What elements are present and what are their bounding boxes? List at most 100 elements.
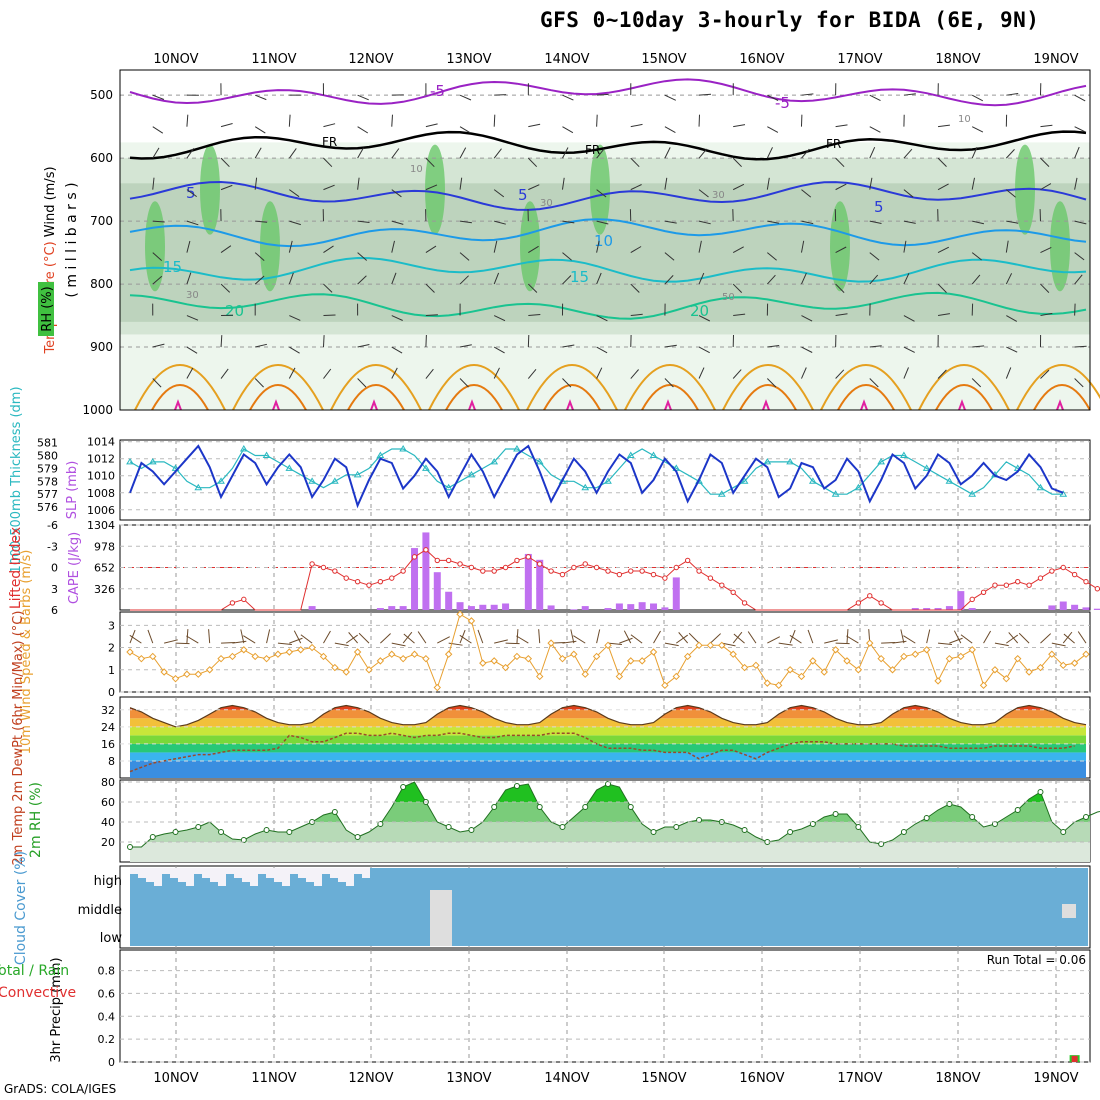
li-marker: [1071, 571, 1078, 578]
cape-bar: [638, 602, 646, 610]
wind-marker: [399, 654, 407, 663]
rh-marker: [582, 804, 589, 810]
cloud-gap: [362, 868, 370, 878]
li-marker: [571, 564, 577, 571]
rh-tick-label: 80: [101, 776, 115, 789]
wind-barb: [288, 114, 291, 127]
wind-marker: [604, 641, 612, 650]
wind-barb: [801, 367, 807, 379]
li-marker: [650, 571, 657, 578]
cape-bar: [934, 608, 942, 610]
wind-barb: [835, 369, 845, 379]
wind-barb: [357, 94, 369, 101]
cape-bar: [547, 605, 555, 610]
isotherm-line: [129, 218, 1087, 248]
li-marker: [514, 557, 520, 564]
pressure-tick-label: 900: [90, 340, 113, 354]
thickness-marker: [968, 490, 977, 497]
cloud-gap: [186, 868, 194, 886]
thickness-marker: [444, 483, 453, 491]
cape-bar: [388, 606, 396, 610]
wind-marker: [1070, 659, 1079, 667]
wind-barb: [937, 369, 947, 379]
wind-barb: [937, 283, 947, 293]
wind-barb: [596, 272, 602, 285]
date-tick-label-top: 10NOV: [153, 52, 198, 67]
cloud-gap: [162, 868, 170, 874]
cloud-gap: [354, 868, 362, 874]
cape-bar: [445, 591, 453, 610]
li-marker: [628, 568, 634, 574]
isotherm-line: [151, 384, 209, 411]
wind-barb: [288, 148, 297, 159]
wind-barb: [254, 126, 266, 134]
wind-barb: [493, 114, 496, 127]
cape-tick-label: 326: [94, 583, 115, 596]
wind-marker: [501, 663, 510, 672]
li-tick-label: 0: [51, 562, 58, 575]
thickness-tick-label: 578: [37, 475, 58, 488]
wind-barb: [1040, 312, 1053, 317]
wind-barb: [293, 630, 302, 644]
cloud-gap: [170, 868, 178, 878]
isotherm-line: [566, 399, 574, 411]
precip-tick-label: 0.6: [98, 987, 116, 1000]
wind-barb: [528, 184, 540, 191]
wind-barb: [835, 313, 848, 317]
li-marker: [320, 564, 327, 571]
wind-marker: [570, 650, 578, 658]
wind-marker: [410, 650, 419, 658]
wind-barb: [807, 629, 814, 644]
precip-tick-label: 0: [108, 1056, 115, 1069]
wind-barb: [801, 189, 812, 198]
rh-marker: [969, 814, 976, 820]
cloud-panel: high middle low Cloud Cover (%): [13, 851, 1091, 965]
li-marker: [662, 575, 668, 581]
rh-tick-label: 60: [101, 796, 115, 809]
wind-barb: [900, 629, 905, 644]
thickness-marker: [626, 451, 635, 458]
cloud-gap: [146, 868, 154, 882]
wind-barb: [678, 632, 689, 644]
temp-band: [130, 752, 1086, 761]
wind-barb: [147, 629, 154, 644]
cloud-gap: [282, 868, 290, 886]
rh-marker: [787, 829, 794, 835]
rh-marker: [650, 829, 657, 835]
pressure-tick-label: 700: [90, 214, 113, 228]
wind-barb: [1074, 252, 1085, 261]
wind-barb: [937, 642, 953, 646]
isotherm-line: [330, 364, 422, 411]
cloud-gap: [430, 890, 452, 946]
wind-barb: [869, 252, 880, 261]
li-marker: [559, 571, 566, 578]
li-marker: [377, 578, 384, 585]
li-marker: [525, 554, 532, 560]
wind-marker: [718, 641, 726, 650]
date-tick-label-bottom: 10NOV: [153, 1071, 198, 1086]
wind-barb: [1006, 93, 1019, 96]
wind-barb: [596, 367, 603, 379]
rh-marker: [627, 804, 634, 810]
wind-marker: [547, 639, 555, 647]
isotherm-line: [1016, 364, 1100, 411]
isotherm-line: [935, 384, 993, 411]
wind-barb: [801, 315, 813, 322]
wind-marker: [775, 681, 783, 690]
wind-marker: [205, 666, 214, 674]
wind-barb: [417, 631, 427, 644]
wind-marker: [513, 652, 521, 661]
run-total-label: Run Total = 0.06: [987, 953, 1086, 967]
li-marker: [1003, 582, 1010, 588]
rh-marker: [468, 827, 475, 833]
rh-band-fill: [130, 842, 1090, 862]
wind-barb: [129, 634, 142, 644]
li-marker: [423, 547, 429, 553]
wind-barb: [698, 220, 711, 225]
rh-marker: [923, 815, 930, 821]
cloud-gap: [266, 868, 274, 878]
wind-marker: [183, 670, 191, 678]
wind-marker: [740, 663, 749, 672]
wind-barb: [1040, 633, 1052, 644]
wind-barb: [493, 240, 498, 253]
